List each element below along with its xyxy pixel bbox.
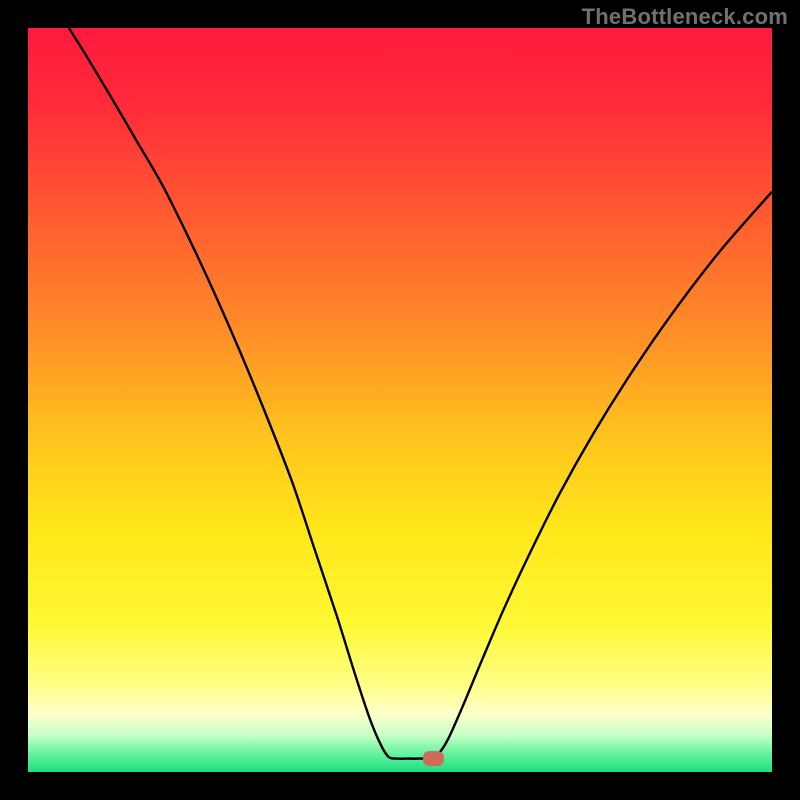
watermark-text: TheBottleneck.com bbox=[582, 4, 788, 30]
chart-container: TheBottleneck.com bbox=[0, 0, 800, 800]
plot-background bbox=[28, 28, 772, 772]
optimal-marker bbox=[423, 751, 444, 766]
bottleneck-chart bbox=[28, 28, 772, 772]
